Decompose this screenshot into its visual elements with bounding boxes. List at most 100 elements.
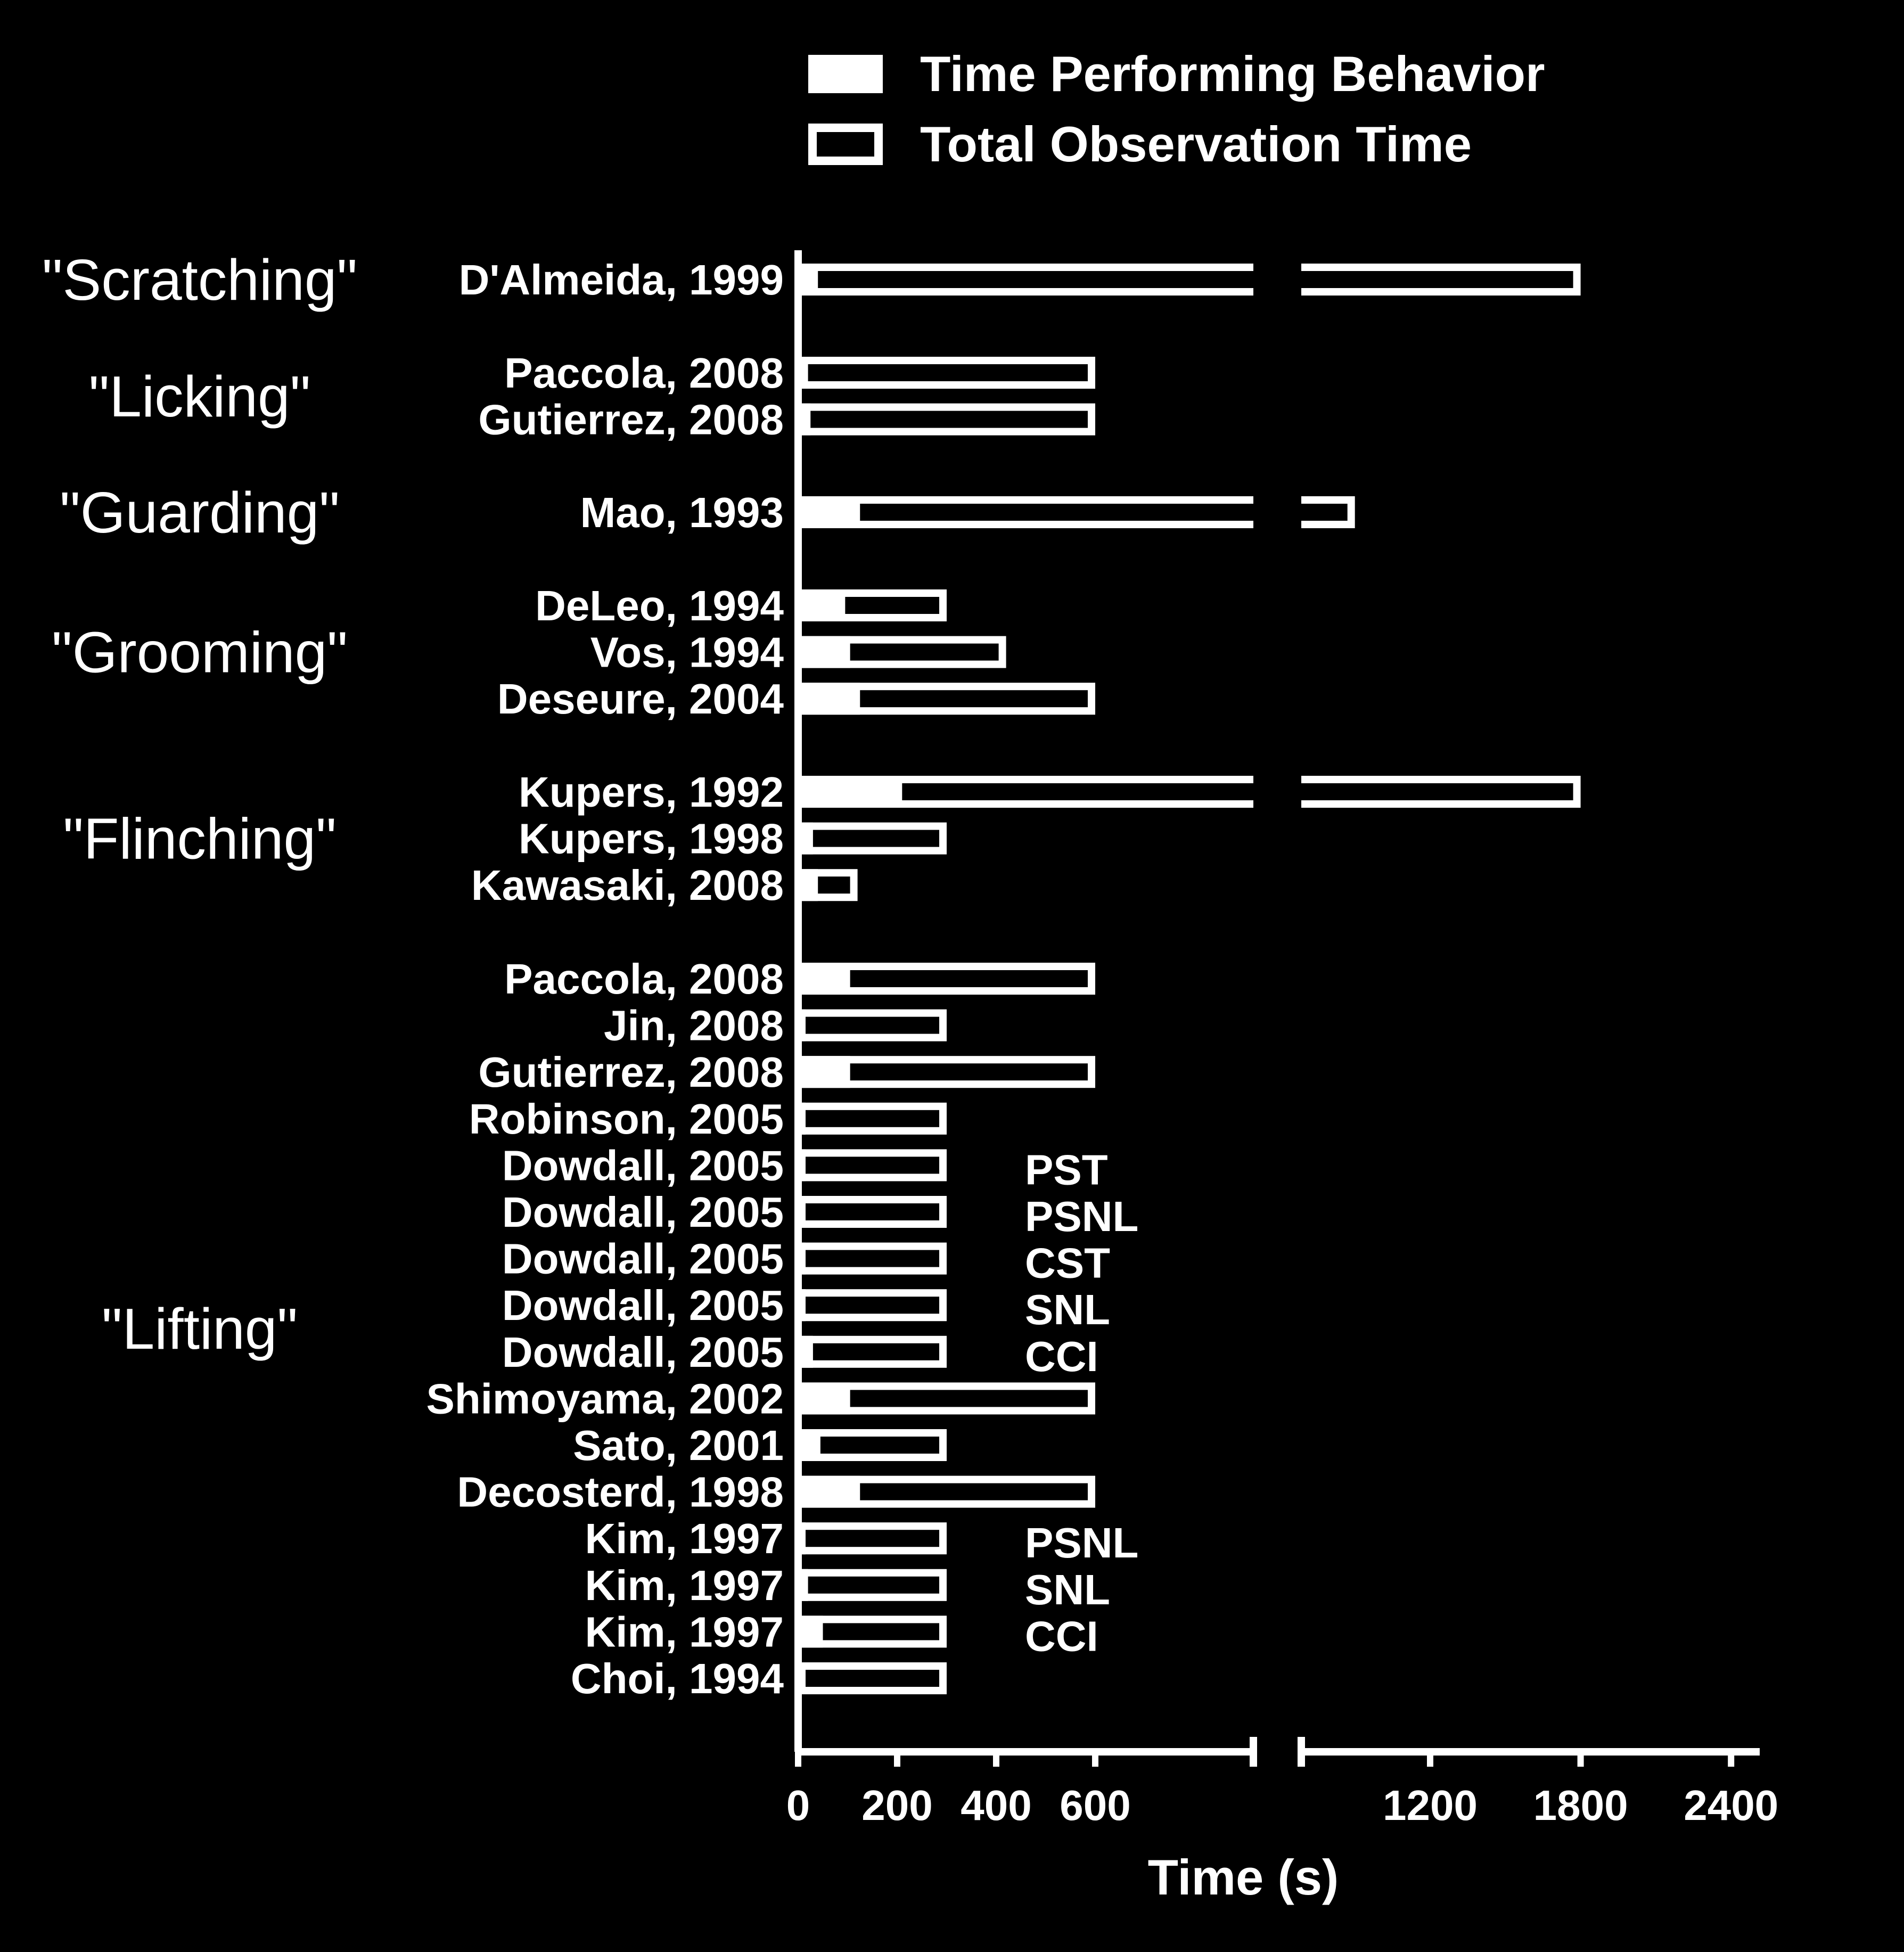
legend-label-behavior: Time Performing Behavior	[920, 46, 1545, 102]
category-label: "Flinching"	[63, 807, 337, 872]
study-label: Shimoyama, 2002	[426, 1375, 784, 1422]
bar-total	[794, 403, 1095, 436]
study-label: Jin, 2008	[604, 1002, 784, 1049]
category-label: "Scratching"	[42, 248, 357, 313]
study-label: Kim, 1997	[585, 1562, 784, 1609]
x-tick-label: 1200	[1383, 1782, 1478, 1829]
category-label: "Licking"	[89, 364, 311, 429]
bar-note: PST	[1025, 1146, 1108, 1193]
study-label: Paccola, 2008	[504, 349, 784, 397]
bar-total	[794, 1522, 947, 1555]
bar-note: CCI	[1025, 1333, 1098, 1380]
study-label: Dowdall, 2005	[502, 1142, 784, 1189]
legend-label-total: Total Observation Time	[920, 116, 1472, 172]
bar-note: CCI	[1025, 1612, 1098, 1660]
bar-row	[794, 1056, 1095, 1088]
bar-total	[794, 1242, 947, 1275]
study-label: Dowdall, 2005	[502, 1282, 784, 1329]
x-tick-label: 200	[861, 1782, 932, 1829]
legend: Time Performing Behavior Total Observati…	[808, 46, 1545, 172]
bar-behavior	[798, 1475, 860, 1508]
bar-row	[794, 1382, 1095, 1415]
bar-total	[794, 1149, 947, 1182]
bar-row	[794, 683, 1095, 715]
bar-note: SNL	[1025, 1286, 1110, 1333]
bar-note: SNL	[1025, 1566, 1110, 1613]
legend-swatch-filled	[808, 55, 883, 93]
bar-row	[794, 1662, 947, 1694]
study-label: Decosterd, 1998	[457, 1469, 784, 1516]
study-label: Kupers, 1998	[519, 815, 784, 863]
study-label: Paccola, 2008	[504, 955, 784, 1003]
bar-row	[794, 1522, 947, 1555]
bar-row	[794, 1149, 947, 1182]
bar-behavior	[798, 589, 846, 621]
bar-row	[794, 1475, 1095, 1508]
x-axis-title: Time (s)	[1148, 1849, 1339, 1905]
study-label: Dowdall, 2005	[502, 1328, 784, 1376]
bar-behavior	[798, 776, 902, 808]
bar-total-continued	[1301, 496, 1355, 528]
study-label: Gutierrez, 2008	[478, 1048, 784, 1096]
bar-row	[794, 822, 947, 855]
bar-total	[794, 357, 1095, 389]
legend-swatch-outline	[808, 124, 883, 165]
study-label: Kim, 1997	[585, 1608, 784, 1655]
bar-behavior	[798, 636, 850, 668]
bar-total	[794, 1289, 947, 1322]
category-label: "Grooming"	[52, 620, 348, 685]
bars	[794, 264, 1581, 1694]
bar-row	[794, 264, 1581, 296]
bar-total	[794, 1662, 947, 1694]
bar-behavior	[798, 1615, 823, 1648]
x-ticks: 0 200 400 600 1200 1800 2400	[786, 1752, 1778, 1829]
category-label: "Guarding"	[60, 480, 340, 545]
study-label: Kim, 1997	[585, 1515, 784, 1562]
bar-row	[794, 589, 947, 621]
bar-total-continued	[1301, 264, 1581, 296]
bar-behavior	[798, 683, 860, 715]
x-tick-label: 0	[786, 1782, 810, 1829]
bar-total	[794, 1335, 947, 1368]
bar-total	[794, 1102, 947, 1135]
bar-row	[794, 1102, 947, 1135]
x-tick-label: 400	[961, 1782, 1031, 1829]
bar-total-continued	[1301, 776, 1581, 808]
study-label: D'Almeida, 1999	[459, 256, 784, 304]
study-label: Choi, 1994	[571, 1655, 784, 1702]
bar-row	[794, 357, 1095, 389]
bar-row	[794, 1242, 947, 1275]
bar-row	[794, 776, 1581, 808]
x-tick-label: 2400	[1684, 1782, 1778, 1829]
bar-row	[794, 963, 1095, 995]
bar-row	[794, 403, 1095, 436]
category-label: "Lifting"	[102, 1297, 298, 1362]
study-label: Deseure, 2004	[497, 675, 784, 723]
study-label: Gutierrez, 2008	[478, 396, 784, 444]
bar-note: PSNL	[1025, 1193, 1138, 1240]
study-label: Mao, 1993	[580, 489, 784, 536]
study-label: Dowdall, 2005	[502, 1188, 784, 1236]
bar-row	[794, 636, 1006, 668]
bar-behavior	[798, 1056, 850, 1088]
study-label: Kupers, 1992	[519, 768, 784, 816]
x-tick-label: 600	[1060, 1782, 1130, 1829]
bar-row	[794, 1289, 947, 1322]
study-label: Kawasaki, 2008	[471, 862, 784, 909]
study-label: Sato, 2001	[573, 1422, 784, 1469]
bar-row	[794, 1335, 947, 1368]
bar-row	[794, 1009, 947, 1041]
bar-behavior	[798, 496, 860, 528]
bar-note: CST	[1025, 1240, 1110, 1287]
bar-behavior	[798, 1382, 850, 1415]
bar-note: PSNL	[1025, 1519, 1138, 1566]
bar-row	[794, 496, 1355, 528]
bar-total	[794, 1196, 947, 1228]
bar-row	[794, 869, 858, 901]
bar-total	[794, 1009, 947, 1041]
bar-row	[794, 1429, 947, 1461]
x-tick-label: 1800	[1533, 1782, 1628, 1829]
